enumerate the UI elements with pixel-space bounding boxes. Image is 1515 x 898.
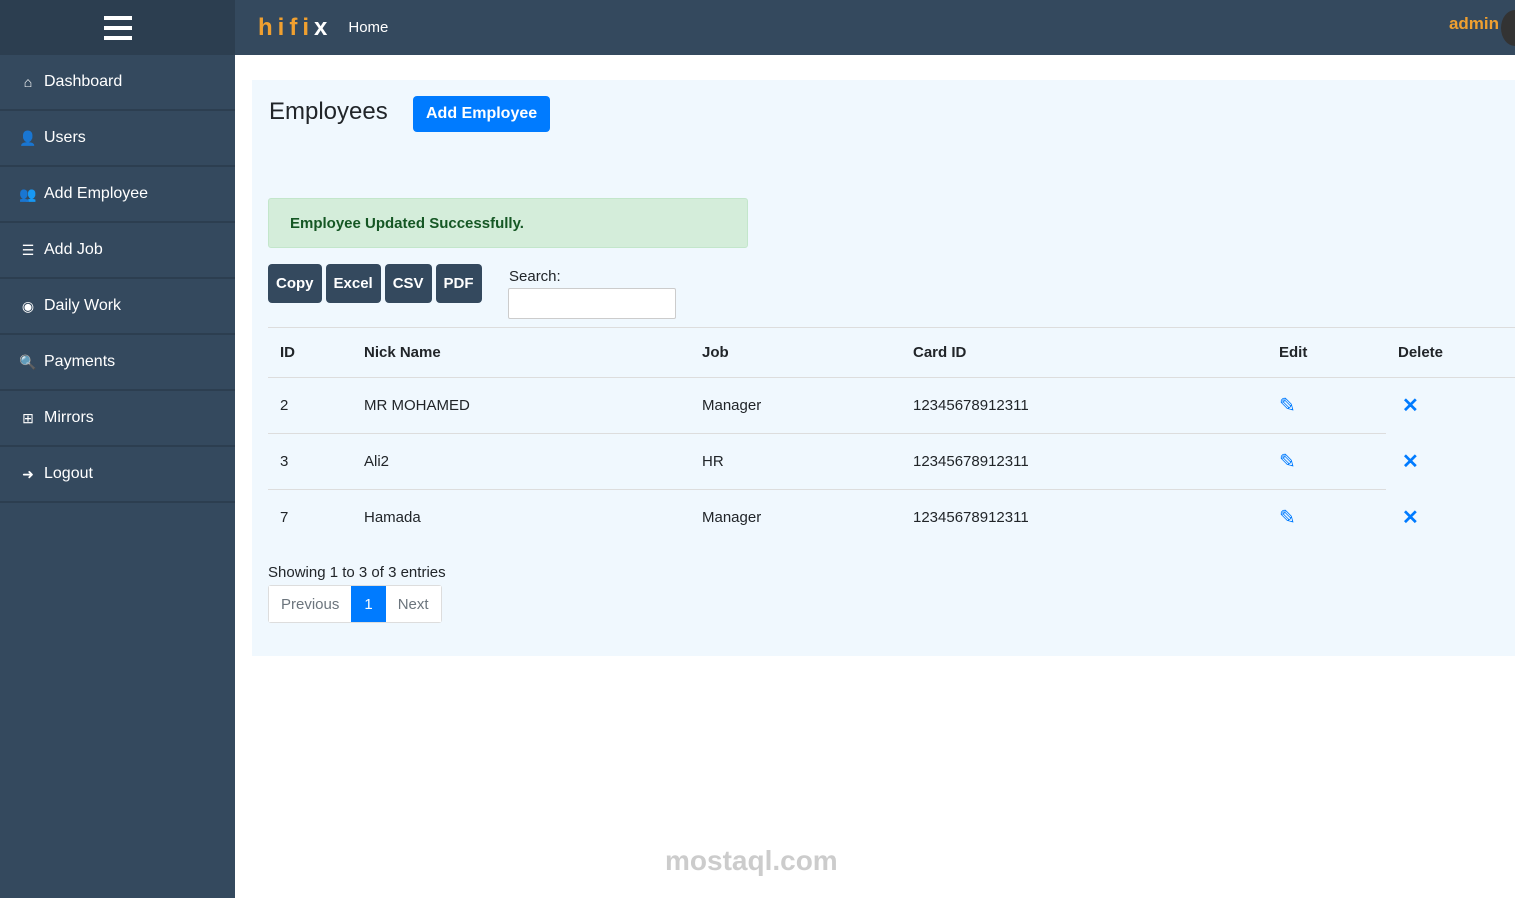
cell-job: HR (690, 433, 901, 490)
sidebar-item-label: Add Job (44, 241, 103, 258)
sidebar-item-logout[interactable]: ➜ Logout (0, 447, 235, 503)
sidebar-item-mirrors[interactable]: ⊞ Mirrors (0, 391, 235, 447)
add-employee-button[interactable]: Add Employee (413, 96, 551, 132)
sidebar-header (0, 0, 235, 55)
csv-button[interactable]: CSV (384, 264, 432, 303)
pagination: Previous 1 Next (268, 585, 442, 623)
page-title: Employees (269, 98, 388, 125)
cell-card-id: 12345678912311 (901, 433, 1267, 490)
success-alert: Employee Updated Successfully. (268, 198, 748, 248)
sidebar: ⌂ Dashboard 👤 Users 👥 Add Employee ☰ Add Job ◉ Da… (0, 0, 235, 898)
sidebar-item-label: Daily Work (44, 297, 122, 314)
pdf-button[interactable]: PDF (435, 264, 482, 303)
user-icon: 👤 (19, 129, 37, 146)
header-nick-name[interactable]: Nick Name (352, 327, 690, 378)
content-panel: Employees Add Employee Employee Updated … (252, 80, 1515, 656)
sidebar-item-add-job[interactable]: ☰ Add Job (0, 223, 235, 279)
header-id[interactable]: ID (268, 327, 352, 378)
table-row: 7 Hamada Manager 12345678912311 ✎ ✕ (268, 490, 1515, 546)
user-menu[interactable]: admin (1448, 14, 1499, 33)
header-edit[interactable]: Edit (1267, 327, 1386, 378)
excel-button[interactable]: Excel (325, 264, 381, 303)
page-1-button[interactable]: 1 (351, 586, 386, 622)
cell-id: 7 (280, 509, 289, 527)
sidebar-item-payments[interactable]: 🔍 Payments (0, 335, 235, 391)
logout-icon: ➜ (22, 465, 34, 482)
sidebar-item-label: Mirrors (44, 409, 94, 426)
edit-icon[interactable]: ✎ (1279, 451, 1296, 473)
sidebar-item-label: Add Employee (44, 185, 149, 202)
previous-button[interactable]: Previous (269, 586, 352, 622)
export-buttons: Copy Excel CSV PDF (268, 264, 482, 303)
sidebar-item-add-employee[interactable]: 👥 Add Employee (0, 167, 235, 223)
sidebar-item-label: Payments (44, 353, 116, 370)
table-row: 3 Ali2 HR 12345678912311 ✎ ✕ (268, 433, 1515, 490)
sidebar-item-label: Users (44, 129, 86, 146)
header-job[interactable]: Job (690, 327, 901, 378)
cell-card-id: 12345678912311 (901, 377, 1267, 434)
sidebar-item-dashboard[interactable]: ⌂ Dashboard (0, 55, 235, 111)
logo-text: hifi (258, 13, 314, 41)
sidebar-item-label: Dashboard (44, 73, 123, 90)
sidebar-item-users[interactable]: 👤 Users (0, 111, 235, 167)
table-row: 2 MR MOHAMED Manager 12345678912311 ✎ ✕ (268, 377, 1515, 434)
employees-table: ID Nick Name Job Card ID Edit Delete 2 MR… (268, 327, 1515, 546)
menu-toggle-icon[interactable] (103, 15, 132, 40)
cell-id: 3 (268, 433, 352, 490)
watermark: mostaql.com (665, 845, 838, 876)
users-icon: 👥 (19, 185, 37, 202)
copy-button[interactable]: Copy (268, 264, 322, 303)
logo[interactable]: hifix (258, 14, 332, 42)
header-card-id[interactable]: Card ID (901, 327, 1267, 378)
cell-nick-name: Ali2 (352, 433, 690, 490)
sitemap-icon: ⊞ (22, 409, 34, 426)
logo-text-end: x (314, 13, 333, 41)
cell-nick-name: Hamada (364, 509, 421, 527)
home-link[interactable]: Home (348, 19, 389, 36)
delete-icon[interactable]: ✕ (1402, 395, 1419, 418)
cell-id: 2 (268, 377, 352, 434)
edit-icon[interactable]: ✎ (1279, 395, 1296, 417)
search-dollar-icon: 🔍 (19, 353, 37, 370)
cell-nick-name: MR MOHAMED (352, 377, 690, 434)
home-icon: ⌂ (23, 74, 33, 90)
sidebar-item-label: Logout (44, 465, 93, 482)
cell-card-id: 12345678912311 (913, 509, 1029, 527)
cell-job: Manager (690, 377, 901, 434)
edit-icon[interactable]: ✎ (1279, 507, 1296, 530)
coins-icon: ☰ (21, 241, 35, 258)
header-delete[interactable]: Delete (1386, 327, 1515, 378)
eye-icon: ◉ (21, 297, 35, 314)
cell-job: Manager (702, 509, 762, 527)
delete-icon[interactable]: ✕ (1402, 507, 1419, 529)
sidebar-item-daily-work[interactable]: ◉ Daily Work (0, 279, 235, 335)
search-label: Search: (509, 268, 561, 285)
delete-icon[interactable]: ✕ (1402, 451, 1419, 473)
topbar: hifix Home admin (235, 0, 1515, 55)
avatar[interactable] (1501, 10, 1515, 46)
table-info: Showing 1 to 3 of 3 entries (268, 564, 446, 581)
search-input[interactable] (508, 288, 676, 319)
next-button[interactable]: Next (385, 586, 441, 622)
